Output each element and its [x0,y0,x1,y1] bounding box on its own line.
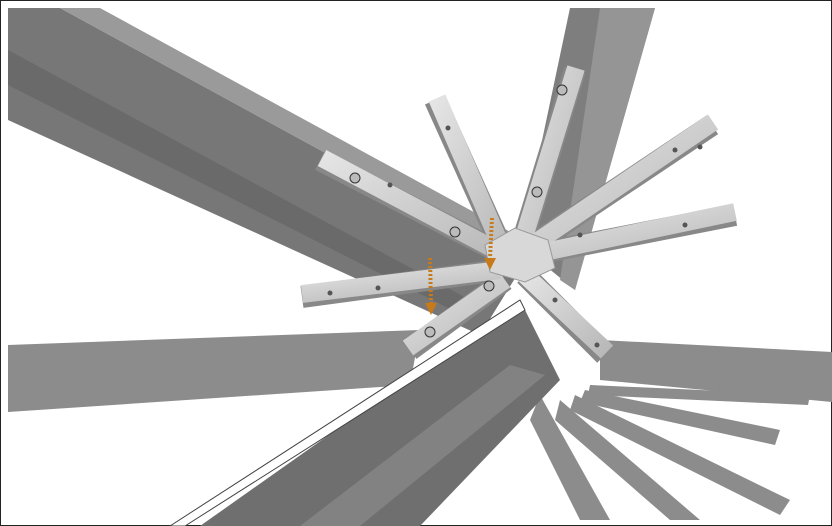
arrows [428,217,494,304]
arrow-shaft [488,217,494,259]
shadow [600,340,832,402]
arrow-shaft [428,257,433,304]
bolts [349,84,568,338]
hole [387,182,393,188]
plate-arm [528,203,737,264]
hole [594,342,600,348]
shadow [8,330,420,412]
plate-arm [511,65,585,253]
plate-arm [300,261,502,303]
bolt [483,280,495,292]
shadow [588,385,810,405]
beam [200,300,560,526]
hole [577,232,583,238]
plate-arm [519,114,719,258]
hole [552,297,558,303]
shadow [530,395,610,520]
plate-arm-faces [300,65,737,359]
hole [375,285,381,291]
bolt [556,84,568,96]
plate-arm [518,268,614,359]
shadow [555,400,700,520]
hole [682,222,688,228]
hole [445,125,451,131]
bolt [424,326,436,338]
bolt [531,186,543,198]
shadows [8,330,832,520]
hole [697,144,703,150]
hole [672,147,678,153]
beam [8,8,525,335]
beam-edge [8,50,470,315]
plate-arm [428,94,514,259]
holes [327,125,703,348]
beam-side [300,365,545,526]
hole [327,290,333,296]
shadow [570,395,790,515]
bolt [449,226,461,238]
arrow-head [425,303,437,315]
plate-hub [484,227,556,283]
arrow-head [484,258,496,270]
beam-edge [169,299,526,526]
shadow [580,390,780,445]
bolt [349,172,361,184]
arrow-heads [425,258,496,315]
